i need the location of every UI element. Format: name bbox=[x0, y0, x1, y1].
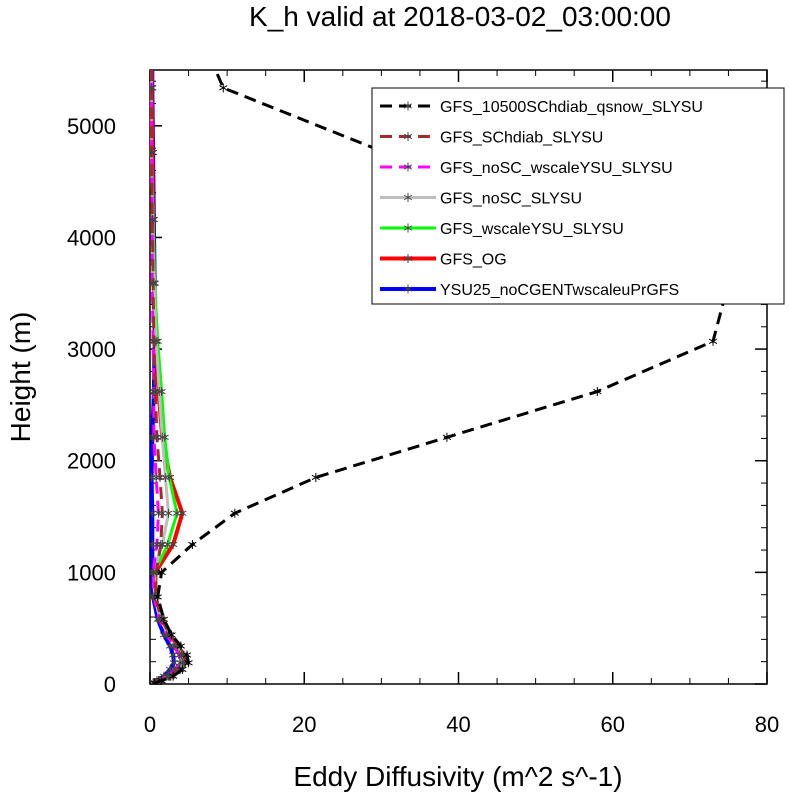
series-layer bbox=[150, 70, 733, 684]
data-point bbox=[311, 472, 320, 482]
data-point bbox=[158, 508, 167, 518]
data-point bbox=[182, 650, 192, 660]
legend-marker bbox=[403, 101, 413, 111]
y-tick-label: 5000 bbox=[67, 114, 116, 139]
data-point bbox=[150, 336, 159, 346]
legend-label: GFS_SChdiab_SLYSU bbox=[440, 130, 603, 147]
data-point bbox=[150, 148, 156, 158]
legend-marker bbox=[403, 193, 413, 202]
data-point bbox=[150, 215, 157, 225]
legend-label: GFS_noSC_wscaleYSU_SLYSU bbox=[440, 160, 673, 177]
y-axis-title: Height (m) bbox=[5, 312, 36, 443]
legend-label: YSU25_noCGENTwscaleuPrGFS bbox=[440, 282, 679, 299]
data-point bbox=[156, 539, 165, 549]
x-tick-label: 40 bbox=[446, 712, 470, 737]
data-point bbox=[176, 641, 185, 651]
y-tick-label: 4000 bbox=[67, 225, 116, 250]
x-tick-label: 0 bbox=[144, 712, 156, 737]
x-axis-title: Eddy Diffusivity (m^2 s^-1) bbox=[293, 761, 622, 792]
data-point bbox=[150, 83, 156, 93]
data-point bbox=[150, 472, 156, 482]
data-point bbox=[168, 671, 178, 681]
y-tick-label: 0 bbox=[104, 672, 116, 697]
data-point bbox=[219, 83, 228, 93]
legend-label: GFS_noSC_SLYSU bbox=[440, 191, 582, 208]
legend-marker bbox=[403, 254, 413, 263]
x-tick-label: 20 bbox=[292, 712, 316, 737]
legend-marker bbox=[403, 223, 413, 233]
chart-title: K_h valid at 2018-03-02_03:00:00 bbox=[249, 1, 671, 32]
data-point bbox=[184, 658, 193, 668]
data-point bbox=[178, 664, 187, 674]
data-point bbox=[157, 567, 166, 577]
data-point bbox=[153, 592, 162, 602]
legend-marker bbox=[403, 162, 413, 172]
data-point bbox=[152, 432, 162, 442]
data-point bbox=[708, 336, 718, 346]
legend-label: GFS_wscaleYSU_SLYSU bbox=[440, 221, 624, 238]
legend-marker bbox=[403, 132, 413, 141]
data-point bbox=[159, 614, 169, 624]
data-point bbox=[151, 387, 160, 397]
y-tick-label: 1000 bbox=[67, 560, 116, 585]
axis-ticks: 0 20 40 60 80 0 1000 2000 3000 4000 5000 bbox=[67, 70, 779, 737]
legend-marker bbox=[403, 284, 413, 294]
series-line bbox=[150, 70, 187, 684]
series-line bbox=[154, 70, 730, 684]
data-point bbox=[157, 676, 166, 684]
data-point bbox=[150, 278, 158, 288]
series-line bbox=[150, 70, 182, 684]
legend: GFS_10500SChdiab_qsnow_SLYSU GFS_SChdiab_… bbox=[371, 87, 785, 305]
data-point bbox=[150, 678, 159, 684]
data-point bbox=[172, 508, 182, 518]
x-tick-label: 60 bbox=[601, 712, 625, 737]
legend-label: GFS_OG bbox=[440, 252, 507, 269]
data-point bbox=[230, 508, 239, 518]
y-tick-label: 2000 bbox=[67, 449, 116, 474]
legend-label: GFS_10500SChdiab_qsnow_SLYSU bbox=[440, 99, 703, 116]
data-point bbox=[155, 472, 165, 482]
data-point bbox=[167, 630, 176, 640]
data-point bbox=[442, 432, 452, 442]
data-point bbox=[164, 508, 173, 518]
data-point bbox=[593, 387, 602, 397]
legend-box bbox=[371, 87, 785, 305]
y-tick-label: 3000 bbox=[67, 337, 116, 362]
x-tick-label: 80 bbox=[755, 712, 779, 737]
data-point bbox=[188, 539, 197, 549]
